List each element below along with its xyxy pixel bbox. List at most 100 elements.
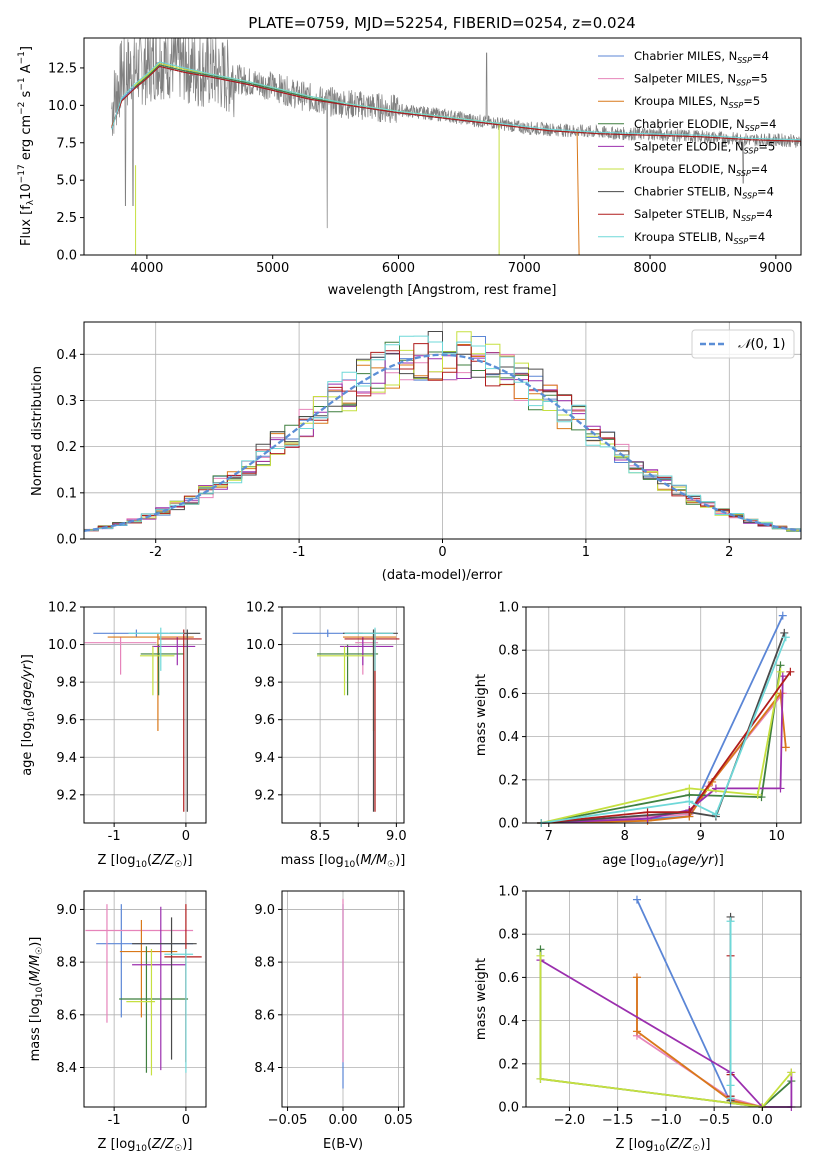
weight-marker bbox=[776, 667, 785, 676]
legend-label: Salpeter MILES, NSSP=5 bbox=[634, 72, 768, 88]
weight-marker bbox=[787, 1068, 796, 1077]
weight-marker bbox=[776, 784, 785, 793]
x-tick-label: −0.05 bbox=[268, 1113, 308, 1128]
weight-line bbox=[541, 676, 784, 824]
mass-z-panel: -1 0 8.4 8.6 8.8 9.0 Z [log10(Z/Z☉)] mass [lo… bbox=[28, 890, 207, 1154]
x-tick-label: 9 bbox=[697, 829, 705, 844]
x-tick-label: 1 bbox=[582, 545, 590, 560]
y-tick-label: 0.2 bbox=[498, 773, 519, 788]
x-tick-label: -1 bbox=[108, 1113, 121, 1128]
y-tick-label: 8.4 bbox=[56, 1061, 77, 1076]
spectrum-frame bbox=[83, 37, 802, 256]
weight-marker bbox=[786, 667, 795, 676]
legend-label: Chabrier STELIB, NSSP=4 bbox=[634, 185, 774, 201]
mass-z-xlabel: Z [log10(Z/Z☉)] bbox=[98, 1137, 193, 1154]
y-tick-label: 8.4 bbox=[254, 1061, 275, 1076]
x-tick-label: 7000 bbox=[508, 261, 541, 276]
x-tick-label: -1 bbox=[108, 829, 121, 844]
y-tick-label: 10.0 bbox=[246, 638, 275, 653]
mass-z-ylabel: mass [log10(M/M☉)] bbox=[28, 937, 45, 1062]
y-tick-label: 0.4 bbox=[498, 730, 519, 745]
y-tick-label: 1.0 bbox=[498, 601, 519, 616]
y-tick-label: 10.2 bbox=[48, 601, 77, 616]
histogram-step bbox=[83, 343, 802, 539]
spectrum-ylabel: Flux [fλ10−17 erg cm−2 s−1 A−1] bbox=[17, 46, 36, 246]
x-tick-label: 8.5 bbox=[310, 829, 331, 844]
x-tick-label: 0 bbox=[182, 1113, 190, 1128]
age-mass-frame bbox=[281, 606, 405, 824]
weight-marker bbox=[685, 808, 694, 817]
weight-line bbox=[541, 632, 786, 824]
x-tick-label: 0 bbox=[182, 829, 190, 844]
x-tick-label: 9000 bbox=[759, 261, 792, 276]
x-tick-label: 0.00 bbox=[329, 1113, 358, 1128]
mass-ebv-panel: −0.05 0.00 0.05 8.4 8.6 8.8 9.0 E(B-V) bbox=[254, 890, 413, 1152]
legend-label: Chabrier MILES, NSSP=4 bbox=[634, 49, 769, 65]
x-tick-label: 0.05 bbox=[384, 1113, 413, 1128]
y-tick-label: 9.0 bbox=[56, 903, 77, 918]
weight-marker bbox=[632, 895, 641, 904]
x-tick-label: 4000 bbox=[130, 261, 163, 276]
x-tick-label: −0.5 bbox=[698, 1113, 730, 1128]
y-tick-label: 7.5 bbox=[56, 136, 77, 151]
weight-z-frame bbox=[525, 890, 802, 1108]
weight-z-xlabel: Z [log10(Z/Z☉)] bbox=[616, 1137, 711, 1154]
weight-marker bbox=[726, 1094, 735, 1103]
age-mass-panel: 8.5 9.0 9.2 9.4 9.6 9.8 10.0 10.2 mass [log10(M… bbox=[246, 601, 407, 871]
y-tick-label: 10.2 bbox=[246, 601, 275, 616]
weight-marker bbox=[536, 1074, 545, 1083]
x-tick-label: 10 bbox=[768, 829, 785, 844]
y-tick-label: 9.6 bbox=[56, 713, 77, 728]
y-tick-label: 0.0 bbox=[498, 817, 519, 832]
age-z-panel: -1 09.29.49.69.810.010.2 Z [log10(Z/Z☉)] … bbox=[20, 601, 207, 870]
weight-line bbox=[541, 665, 782, 824]
x-tick-label: 0 bbox=[438, 545, 446, 560]
x-tick-label: 2 bbox=[725, 545, 733, 560]
weight-marker bbox=[726, 1081, 735, 1090]
y-tick-label: 0.0 bbox=[498, 1101, 519, 1116]
weight-marker bbox=[685, 797, 694, 806]
x-tick-label: −1.5 bbox=[602, 1113, 634, 1128]
weight-z-ylabel: mass weight bbox=[474, 958, 489, 1040]
weight-line bbox=[541, 671, 792, 824]
legend-label: Chabrier ELODIE, NSSP=4 bbox=[634, 117, 776, 133]
weight-marker bbox=[726, 917, 735, 926]
legend-label: Kroupa STELIB, NSSP=4 bbox=[634, 230, 765, 246]
weight-marker bbox=[781, 633, 790, 642]
y-tick-label: 10.0 bbox=[48, 638, 77, 653]
data-spectrum-line bbox=[111, 38, 801, 229]
y-tick-label: 0.8 bbox=[498, 928, 519, 943]
y-tick-label: 8.6 bbox=[56, 1008, 77, 1023]
y-tick-label: 9.2 bbox=[254, 788, 275, 803]
age-z-xlabel: Z [log10(Z/Z☉)] bbox=[98, 853, 193, 870]
y-tick-label: 9.6 bbox=[254, 713, 275, 728]
spectrum-panel: 4000 5000 6000 7000 8000 9000 0.0 2.5 5.0 7.5 10.0… bbox=[17, 14, 802, 298]
spectrum-legend: Chabrier MILES, NSSP=4 Salpeter MILES, NS… bbox=[598, 49, 776, 246]
legend-label: Kroupa ELODIE, NSSP=4 bbox=[634, 162, 768, 178]
normal-curve bbox=[83, 353, 802, 533]
y-tick-label: 8.6 bbox=[254, 1008, 275, 1023]
weight-age-frame bbox=[525, 606, 802, 824]
y-tick-label: 0.0 bbox=[56, 533, 77, 548]
y-tick-label: 0.2 bbox=[56, 440, 77, 455]
y-tick-label: 0.4 bbox=[56, 348, 77, 363]
y-tick-label: 0.4 bbox=[498, 1014, 519, 1029]
histogram-xlabel: (data-model)/error bbox=[382, 568, 503, 583]
y-tick-label: 0.3 bbox=[56, 394, 77, 409]
legend-label: Salpeter ELODIE, NSSP=5 bbox=[634, 139, 775, 155]
x-tick-label: 8000 bbox=[634, 261, 667, 276]
weight-line bbox=[636, 977, 763, 1108]
x-tick-label: 6000 bbox=[382, 261, 415, 276]
weight-line bbox=[540, 671, 782, 824]
y-tick-label: 2.5 bbox=[56, 211, 77, 226]
y-tick-label: 12.5 bbox=[48, 61, 77, 76]
y-tick-label: 9.4 bbox=[254, 751, 275, 766]
age-mass-xlabel: mass [log10(M/M☉)] bbox=[281, 853, 406, 870]
weight-marker bbox=[632, 973, 641, 982]
age-z-ylabel: age [log10(age/yr)] bbox=[20, 654, 37, 776]
model-spectrum-line bbox=[111, 61, 801, 141]
weight-marker bbox=[781, 743, 790, 752]
weight-marker bbox=[711, 810, 720, 819]
weight-line bbox=[541, 636, 787, 824]
